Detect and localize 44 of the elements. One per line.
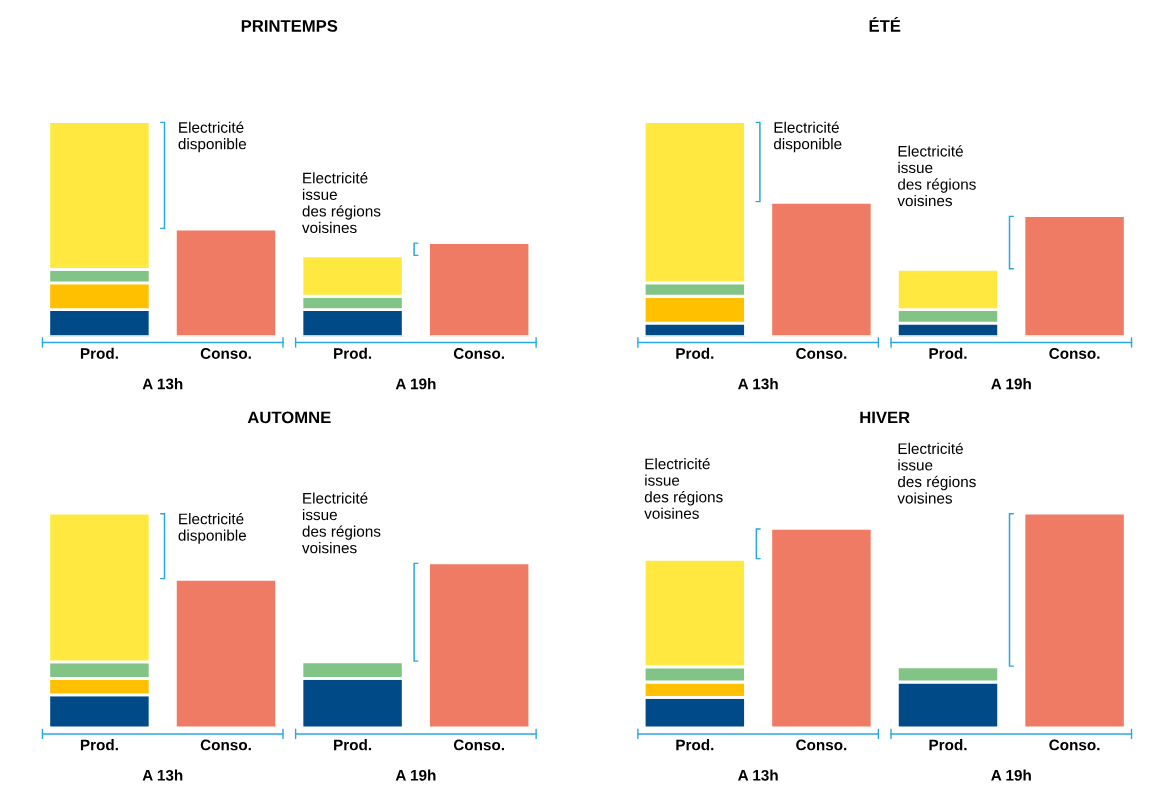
x-tick-label: Prod.: [80, 739, 118, 751]
x-tick-label: Prod.: [676, 739, 714, 751]
bar: [1022, 214, 1127, 337]
chart-title: ÉTÉ: [869, 16, 901, 32]
chart-title: HIVER: [860, 411, 910, 424]
text: A 19h: [395, 378, 436, 390]
x-tick-label: Conso.: [796, 348, 847, 359]
text: A 19h: [991, 769, 1031, 781]
x-tick-label: Conso.: [200, 348, 251, 359]
bar: [427, 561, 532, 728]
annotation: Electricité issue des régions voisines: [644, 457, 723, 519]
text: A 13h: [142, 769, 183, 781]
annotation: Electricité issue des régions voisines: [302, 172, 381, 234]
annotation: Electricité disponible: [178, 121, 247, 153]
x-tick-label: Prod.: [929, 347, 967, 359]
text: A 19h: [991, 378, 1031, 390]
bar: [173, 227, 279, 337]
bar: [427, 241, 532, 337]
bar: [769, 526, 874, 728]
text: A 13h: [738, 378, 778, 390]
chart-title: AUTOMNE: [247, 411, 331, 424]
x-tick-label: Conso.: [200, 739, 251, 751]
x-tick-label: Prod.: [80, 347, 118, 359]
bar: [173, 577, 279, 728]
x-tick-label: Prod.: [334, 347, 372, 359]
x-tick-label: Conso.: [796, 739, 847, 751]
annotation: Electricité disponible: [178, 512, 247, 544]
text: A 13h: [738, 769, 778, 781]
x-tick-label: Conso.: [1049, 739, 1100, 751]
text: A 13h: [142, 378, 183, 390]
x-tick-label: Conso.: [453, 739, 504, 751]
x-tick-label: Conso.: [1049, 348, 1100, 359]
text: A 19h: [395, 769, 436, 781]
bar: [769, 200, 874, 337]
x-tick-label: Conso.: [453, 348, 504, 359]
annotation: Electricité issue des régions voisines: [302, 492, 381, 554]
chart-title: PRINTEMPS: [241, 20, 338, 32]
annotation: Electricité disponible: [773, 121, 842, 153]
x-tick-label: Prod.: [334, 739, 372, 751]
x-tick-label: Prod.: [929, 739, 967, 751]
text: Electricité issue des régions voisines: [897, 442, 976, 504]
annotation: Electricité issue des régions voisines: [897, 145, 976, 207]
x-tick-label: Prod.: [676, 347, 714, 359]
bar: [1022, 511, 1127, 728]
